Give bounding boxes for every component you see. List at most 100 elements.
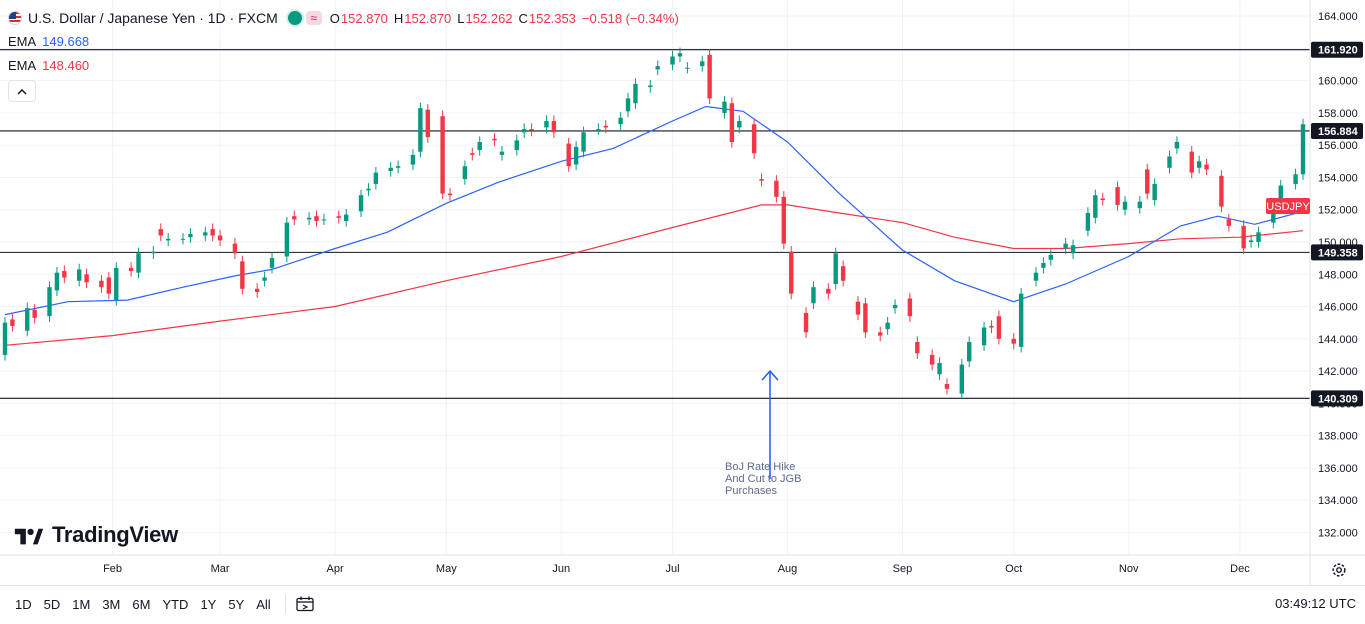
candle-body xyxy=(915,342,920,354)
timeframe-1y-button[interactable]: 1Y xyxy=(200,596,217,612)
x-tick-label: Aug xyxy=(778,563,798,575)
y-tick-label: 132.000 xyxy=(1318,527,1358,539)
candle-body xyxy=(210,229,215,236)
candle-body xyxy=(1018,293,1024,347)
timeframe-6m-button[interactable]: 6M xyxy=(132,596,151,612)
candle-body xyxy=(1167,156,1172,168)
symbol-price-label: USDJPY xyxy=(1266,201,1310,213)
x-tick-label: Mar xyxy=(211,563,230,575)
candle-body xyxy=(203,232,208,236)
candle-body xyxy=(314,216,319,222)
candle-body xyxy=(700,61,705,67)
market-status-icon[interactable] xyxy=(285,9,304,27)
arrow-up-icon xyxy=(761,369,779,381)
ema-fast-label[interactable]: EMA xyxy=(8,33,37,49)
price-chart[interactable]: 164.000162.000160.000158.000156.000154.0… xyxy=(0,0,1365,585)
x-tick-label: Oct xyxy=(1005,563,1022,575)
candle-body xyxy=(1278,185,1283,204)
candle-body xyxy=(136,253,141,273)
candle-body xyxy=(1226,219,1232,226)
candle-body xyxy=(1011,338,1016,344)
candle-body xyxy=(262,277,267,281)
candle-body xyxy=(892,304,898,309)
low-value: 152.262 xyxy=(465,10,513,26)
candle-body xyxy=(996,316,1002,339)
candle-body xyxy=(84,274,89,283)
candle-body xyxy=(581,132,586,152)
timeframe-1m-button[interactable]: 1M xyxy=(72,596,91,612)
candle-body xyxy=(573,146,579,165)
candle-body xyxy=(32,309,37,318)
candle-body xyxy=(603,125,608,128)
candle-body xyxy=(388,167,393,172)
candle-body xyxy=(551,121,557,133)
gear-icon[interactable] xyxy=(1330,561,1348,579)
toolbar-divider xyxy=(284,594,286,614)
open-value: 152.870 xyxy=(340,10,388,26)
candle-body xyxy=(470,153,475,155)
level-price-tag xyxy=(1311,244,1363,261)
candle-body xyxy=(1033,272,1039,281)
level-price-label: 156.884 xyxy=(1318,126,1359,138)
candle-body xyxy=(544,121,549,128)
candle-body xyxy=(106,277,112,294)
candle-body xyxy=(967,342,972,362)
candle-body xyxy=(907,298,913,317)
candle-body xyxy=(440,116,445,194)
x-tick-label: Apr xyxy=(327,563,344,575)
candle-body xyxy=(321,219,327,221)
level-price-label: 140.309 xyxy=(1318,393,1358,405)
candle-body xyxy=(596,129,601,131)
candle-body xyxy=(2,322,8,355)
candle-body xyxy=(774,180,779,197)
timeframe-ytd-button[interactable]: YTD xyxy=(162,596,189,612)
level-price-tag xyxy=(1311,41,1363,58)
ema-slow-label[interactable]: EMA xyxy=(8,57,37,73)
candle-body xyxy=(447,193,453,196)
open-label: O xyxy=(329,10,340,26)
collapse-legend-button[interactable] xyxy=(8,80,36,102)
candle-body xyxy=(1196,161,1202,168)
candle-body xyxy=(499,151,505,155)
x-tick-label: Jul xyxy=(666,563,680,575)
candle-body xyxy=(759,179,764,181)
candle-body xyxy=(1085,212,1091,231)
candle-body xyxy=(336,216,341,218)
candle-body xyxy=(1070,245,1076,254)
candle-body xyxy=(1174,141,1180,149)
tradingview-logo-icon xyxy=(14,528,44,545)
timeframe-1d-button[interactable]: 1D xyxy=(15,596,32,612)
utc-clock[interactable]: 03:49:12 UTC xyxy=(1275,596,1356,611)
timeframe-5d-button[interactable]: 5D xyxy=(43,596,61,612)
timeframe-all-button[interactable]: All xyxy=(256,596,271,612)
tradingview-logo[interactable]: TradingView xyxy=(12,522,178,548)
ema-fast-line xyxy=(4,105,1304,316)
annotation-text: BoJ Rate Hike And Cut to JGB Purchases xyxy=(725,461,802,497)
candle-body xyxy=(25,308,30,331)
candle-body xyxy=(158,229,163,236)
candle-body xyxy=(418,108,423,152)
candle-body xyxy=(789,251,794,294)
x-tick-label: Feb xyxy=(103,563,122,575)
candle-body xyxy=(99,280,104,288)
wave-icon[interactable]: ≈ xyxy=(305,11,322,25)
candle-body xyxy=(751,124,757,154)
candle-body xyxy=(373,172,379,184)
candle-body xyxy=(959,364,965,394)
calendar-icon[interactable] xyxy=(296,596,314,612)
close-value: 152.353 xyxy=(528,10,576,26)
candle-body xyxy=(62,271,67,278)
close-label: C xyxy=(518,10,528,26)
symbol-title[interactable]: U.S. Dollar / Japanese Yen · 1D · FXCM xyxy=(28,10,278,26)
candle-body xyxy=(529,129,534,131)
candle-body xyxy=(1137,201,1143,209)
y-tick-label: 148.000 xyxy=(1318,269,1358,281)
y-tick-label: 156.000 xyxy=(1318,140,1358,152)
candle-body xyxy=(677,53,683,57)
candle-body xyxy=(633,83,638,104)
candle-body xyxy=(522,129,527,133)
timeframe-3m-button[interactable]: 3M xyxy=(102,596,121,612)
level-price-label: 149.358 xyxy=(1318,247,1358,259)
timeframe-5y-button[interactable]: 5Y xyxy=(228,596,245,612)
candle-body xyxy=(1041,262,1046,268)
